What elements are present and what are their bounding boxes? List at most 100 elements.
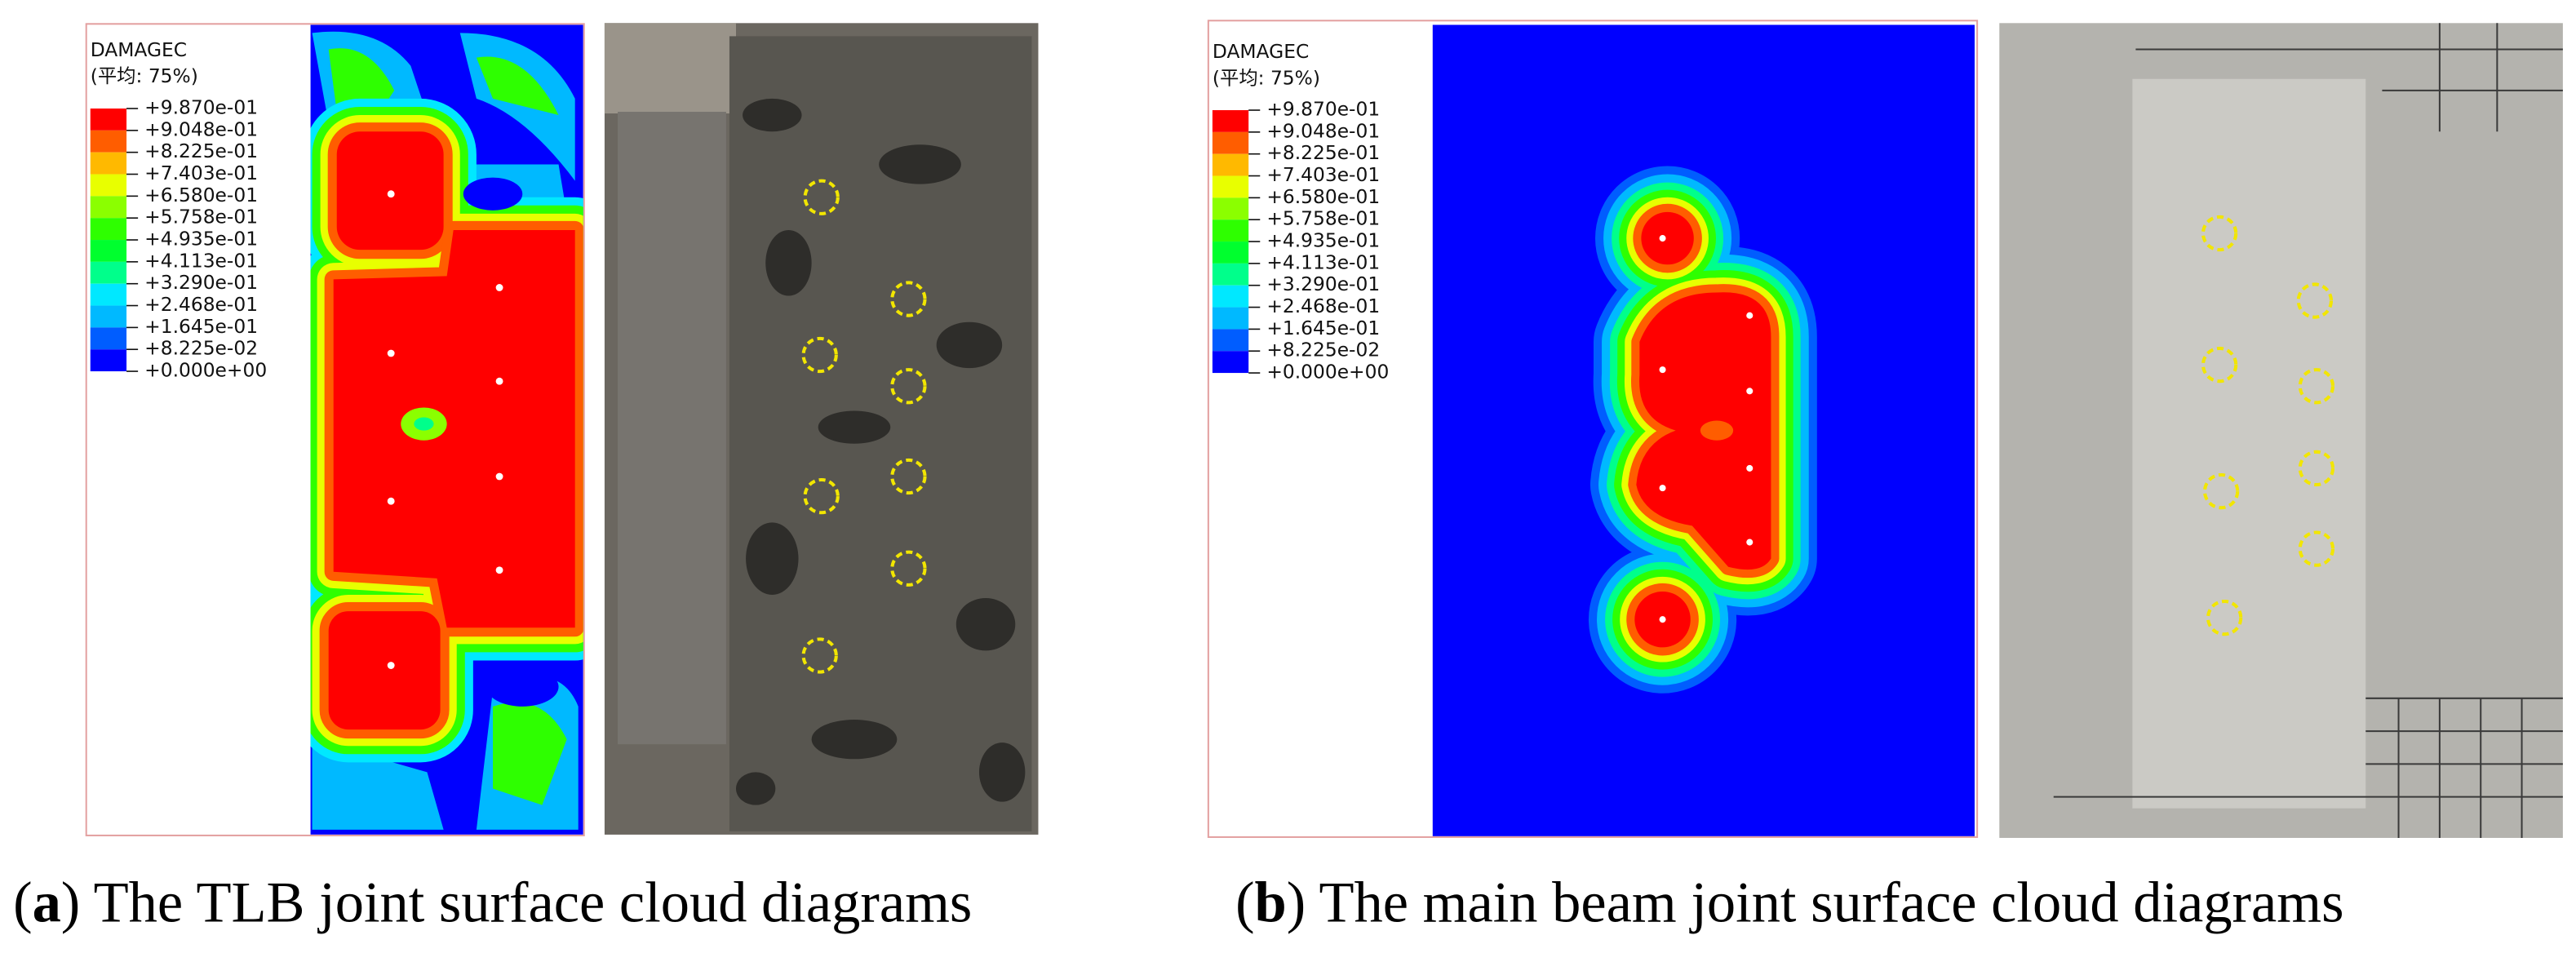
node <box>495 472 503 481</box>
contour-hole <box>463 177 523 211</box>
concrete-block <box>2132 78 2366 809</box>
legend-swatch <box>1212 351 1249 374</box>
legend-swatch <box>90 218 127 241</box>
spot <box>936 321 1003 369</box>
hole <box>890 458 927 495</box>
caption: (a) The TLB joint surface cloud diagrams <box>13 871 972 935</box>
hole <box>2298 530 2335 567</box>
node <box>1746 464 1754 472</box>
legend-swatch <box>1212 131 1249 154</box>
legend-swatch <box>1212 307 1249 330</box>
node <box>1659 485 1666 492</box>
legend-swatch <box>90 109 127 131</box>
legend-swatch <box>90 261 127 284</box>
contour-hole <box>414 417 434 431</box>
legend-swatch <box>1212 285 1249 308</box>
legend: DAMAGEC (平均: 75%) +9.870e-01+9.048e-01+8.2… <box>90 38 267 382</box>
hole <box>890 281 927 317</box>
legend-label: +2.468e-01 <box>1266 295 1380 317</box>
legend-label: +7.403e-01 <box>1266 163 1380 186</box>
hole-markers <box>801 179 927 674</box>
legend-label: +3.290e-01 <box>1266 273 1380 295</box>
caption-letter: b <box>1255 871 1287 935</box>
legend-swatch <box>90 174 127 197</box>
node <box>1659 616 1666 623</box>
caption: (b) The main beam joint surface cloud di… <box>1235 871 2343 935</box>
legend-label: +4.113e-01 <box>144 249 258 272</box>
spot <box>736 772 776 805</box>
caption-text: ) The TLB joint surface cloud diagrams <box>61 871 973 935</box>
caption-open: ( <box>1235 871 1254 935</box>
legend-label: +8.225e-01 <box>144 140 258 162</box>
legend-label: +8.225e-02 <box>1266 339 1380 361</box>
node <box>387 190 395 198</box>
hole <box>2201 215 2238 252</box>
legend-label: +5.758e-01 <box>144 206 258 228</box>
node <box>387 662 395 669</box>
node <box>1746 312 1754 319</box>
legend-swatch <box>90 327 127 350</box>
hole <box>2206 600 2243 636</box>
legend-label: +0.000e+00 <box>144 359 267 382</box>
contour-hole <box>485 667 559 707</box>
legend-title: DAMAGEC <box>91 38 187 61</box>
legend-swatch <box>90 152 127 175</box>
contour-hole <box>1700 420 1734 441</box>
node <box>387 349 395 357</box>
photo <box>1999 23 2563 838</box>
legend-swatch <box>1212 219 1249 242</box>
legend-label: +6.580e-01 <box>144 184 258 206</box>
hole-markers <box>2201 215 2335 636</box>
spot <box>765 229 812 296</box>
spot <box>746 522 799 595</box>
hole <box>890 368 927 405</box>
node <box>1746 388 1754 395</box>
legend-swatch <box>1212 153 1249 176</box>
legend: DAMAGEC(平均: 75%)+9.870e-01+9.048e-01+8.2… <box>1212 40 1389 383</box>
node-markers <box>1659 235 1754 623</box>
caption-open: ( <box>13 871 32 935</box>
concrete-column <box>618 112 726 745</box>
hole <box>803 478 840 515</box>
legend-label: +0.000e+00 <box>1266 361 1389 383</box>
legend-label: +9.870e-01 <box>144 95 258 118</box>
legend-swatch <box>1212 329 1249 352</box>
texture <box>736 98 1026 805</box>
hole <box>2298 450 2335 487</box>
legend-subtitle: (平均: 75%) <box>1213 66 1320 89</box>
legend-swatch <box>90 130 127 153</box>
hole <box>2201 346 2238 383</box>
legend-swatch <box>1212 263 1249 286</box>
spot <box>811 719 898 760</box>
legend-label: +9.048e-01 <box>144 117 258 140</box>
legend-label: +4.113e-01 <box>1266 250 1380 273</box>
hole <box>801 637 838 674</box>
legend-swatch <box>1212 197 1249 220</box>
legend-label: +1.645e-01 <box>144 315 258 338</box>
spot <box>879 144 961 184</box>
legend-label: +6.580e-01 <box>1266 185 1380 208</box>
legend-label: +7.403e-01 <box>144 162 258 184</box>
legend-swatch <box>1212 175 1249 198</box>
spot <box>818 410 891 444</box>
legend-label: +4.935e-01 <box>1266 229 1380 252</box>
hole <box>2296 282 2334 319</box>
legend-subtitle: (平均: 75%) <box>91 64 198 87</box>
hole <box>803 179 840 215</box>
contour-plot <box>310 24 583 835</box>
legend-swatch <box>90 283 127 306</box>
mesh <box>2053 23 2563 838</box>
node <box>495 284 503 291</box>
node <box>1659 235 1666 242</box>
node <box>495 566 503 574</box>
photo-bg <box>604 23 736 114</box>
legend-label: +4.935e-01 <box>144 228 258 250</box>
legend-label: +8.225e-01 <box>1266 141 1380 164</box>
spot <box>743 98 802 132</box>
contour-plot <box>1432 24 1975 836</box>
node <box>1746 539 1754 546</box>
hole <box>890 550 927 587</box>
legend-label: +5.758e-01 <box>1266 207 1380 230</box>
photo <box>604 23 1039 835</box>
